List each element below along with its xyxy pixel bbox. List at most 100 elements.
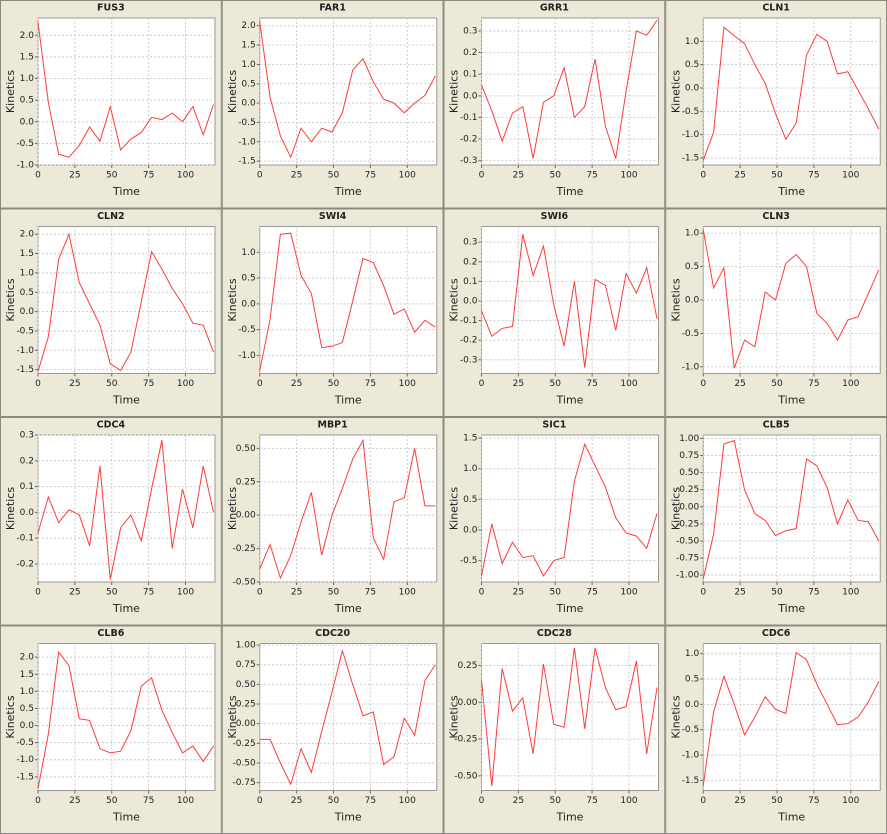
y-tick-label: 2.0: [20, 230, 35, 240]
x-tick-label: 50: [328, 171, 340, 181]
panel-title: FUS3: [97, 3, 125, 14]
y-tick-label: -0.5: [682, 107, 700, 117]
y-axis-label: Kinetics: [669, 695, 682, 738]
data-line: [481, 234, 658, 368]
y-tick-label: -0.75: [676, 554, 699, 564]
data-line: [702, 229, 880, 369]
data-line: [37, 232, 214, 372]
x-tick-label: 100: [177, 171, 194, 181]
y-tick-label: 1.5: [20, 52, 34, 62]
y-tick-label: 0.50: [679, 468, 699, 478]
data-line: [481, 19, 658, 159]
y-tick-label: -0.5: [16, 139, 34, 149]
y-tick-label: 2.0: [20, 31, 35, 41]
x-tick-label: 100: [399, 588, 416, 598]
y-axis-label: Kinetics: [226, 70, 239, 113]
y-tick-label: 0.5: [20, 288, 34, 298]
y-tick-label: -1.0: [16, 161, 34, 171]
x-tick-label: 100: [177, 588, 194, 598]
y-tick-label: 0.0: [20, 307, 35, 317]
panel-border: [221, 0, 444, 209]
y-tick-label: -0.50: [232, 758, 256, 768]
x-tick-label: 25: [513, 171, 524, 181]
y-tick-label: -0.1: [460, 316, 478, 326]
x-tick-label: 75: [808, 171, 819, 181]
panel-title: SWI4: [319, 211, 347, 222]
y-tick-label: 0.75: [236, 660, 256, 670]
y-tick-label: 1.5: [463, 434, 477, 444]
x-tick-label: 75: [808, 796, 819, 806]
y-tick-label: -1.0: [682, 362, 700, 372]
y-tick-label: -0.5: [238, 118, 256, 128]
y-axis-label: Kinetics: [226, 487, 239, 530]
y-tick-label: 0.0: [685, 84, 700, 94]
data-line: [259, 232, 436, 372]
y-tick-label: 1.0: [20, 268, 35, 278]
y-tick-label: 2.0: [20, 653, 35, 663]
panel-title: CLB6: [97, 628, 124, 639]
y-tick-label: 1.00: [679, 434, 699, 444]
panel-title: CLB5: [763, 420, 790, 431]
y-tick-label: 1.0: [20, 74, 35, 84]
x-tick-label: 75: [143, 588, 154, 598]
x-axis-label: Time: [334, 602, 362, 615]
panel-border: [221, 417, 444, 626]
plot-area: [702, 643, 881, 791]
y-tick-label: 1.5: [20, 249, 34, 259]
data-line: [259, 438, 436, 580]
x-tick-label: 0: [257, 796, 263, 806]
x-tick-label: 100: [842, 796, 859, 806]
x-tick-label: 0: [479, 171, 485, 181]
data-line: [481, 647, 658, 787]
y-tick-label: -0.1: [460, 113, 478, 123]
x-tick-label: 100: [177, 379, 194, 389]
y-tick-label: 0.0: [685, 700, 700, 710]
y-tick-label: 0.00: [236, 719, 256, 729]
x-tick-label: 75: [365, 796, 376, 806]
x-tick-label: 0: [700, 796, 706, 806]
panel-title: FAR1: [319, 3, 346, 14]
x-tick-label: 100: [399, 379, 416, 389]
y-tick-label: 0.5: [241, 274, 255, 284]
y-tick-label: -0.5: [16, 738, 34, 748]
x-tick-label: 0: [700, 171, 706, 181]
y-tick-label: -0.25: [232, 544, 255, 554]
y-tick-label: -0.25: [454, 735, 477, 745]
x-axis-label: Time: [556, 394, 584, 407]
y-axis-label: Kinetics: [448, 695, 461, 738]
x-tick-label: 25: [291, 588, 302, 598]
y-tick-label: -1.5: [682, 776, 700, 786]
panel-title: MBP1: [317, 420, 347, 431]
y-tick-label: 0.25: [236, 700, 256, 710]
x-tick-label: 50: [771, 171, 783, 181]
panel-border: [443, 0, 666, 209]
y-axis-label: Kinetics: [448, 70, 461, 113]
x-axis-label: Time: [556, 602, 584, 615]
y-tick-label: 0.50: [236, 444, 256, 454]
y-tick-label: 0.25: [457, 661, 477, 671]
panel-border: [0, 0, 222, 209]
x-tick-label: 25: [513, 379, 524, 389]
x-tick-label: 0: [479, 588, 485, 598]
panel-title: GRR1: [540, 3, 569, 14]
x-tick-label: 0: [257, 379, 263, 389]
panel-title: CDC28: [537, 628, 572, 639]
y-tick-label: -0.50: [454, 771, 478, 781]
y-tick-label: -0.3: [460, 156, 478, 166]
plot-area: [37, 226, 216, 374]
y-axis-label: Kinetics: [448, 278, 461, 321]
data-line: [702, 26, 880, 161]
y-tick-label: 0.3: [20, 431, 34, 441]
panel-title: CLN3: [762, 211, 790, 222]
x-tick-label: 25: [69, 796, 80, 806]
x-tick-label: 0: [35, 171, 41, 181]
x-tick-label: 100: [620, 588, 637, 598]
x-tick-label: 50: [106, 171, 118, 181]
x-tick-label: 100: [620, 171, 637, 181]
x-tick-label: 50: [550, 171, 562, 181]
panel-title: CLN2: [97, 211, 125, 222]
y-tick-label: 0.0: [463, 91, 478, 101]
y-tick-label: 0.50: [236, 680, 256, 690]
plot-area: [37, 434, 216, 583]
